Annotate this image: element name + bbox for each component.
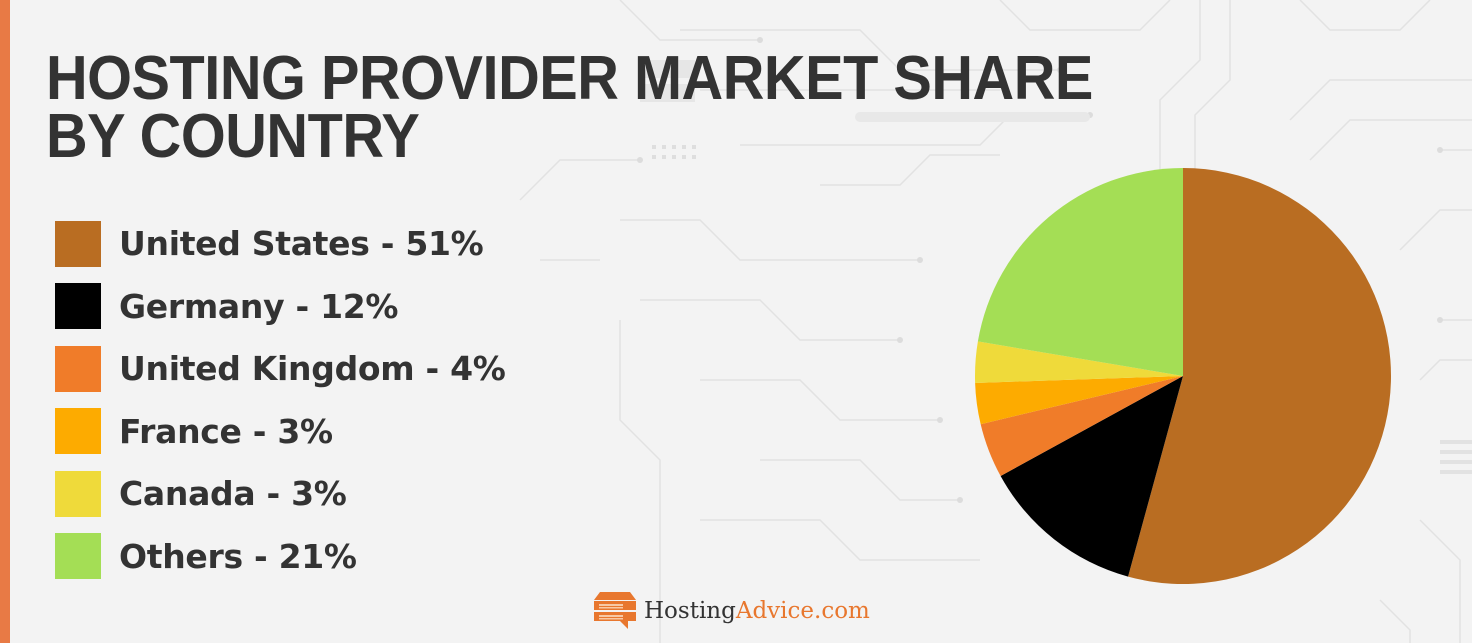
pie-chart [975, 168, 1391, 584]
legend-label: France - 3% [119, 411, 333, 451]
legend-item-germany: Germany - 12% [55, 283, 506, 330]
legend-swatch [55, 220, 101, 267]
hostingadvice-logo: HostingAdvice.com [594, 592, 870, 630]
pie-slice-canada [975, 341, 1183, 383]
legend-label: United States - 51% [119, 224, 484, 263]
server-speech-bubble-icon [594, 592, 636, 629]
pie-slice-others [977, 168, 1183, 376]
pie-slice-united-states [1128, 168, 1391, 584]
pie-slice-germany [1000, 376, 1183, 577]
pie-slice-united-kingdom [980, 376, 1183, 476]
chart-title-line-1: HOSTING PROVIDER MARKET SHARE [46, 44, 1093, 113]
chart-legend: United States - 51% Germany - 12% United… [55, 220, 506, 595]
legend-item-united-kingdom: United Kingdom - 4% [55, 345, 506, 392]
pie-slice-france [975, 376, 1183, 425]
legend-swatch [55, 408, 101, 454]
chart-title: HOSTING PROVIDER MARKET SHARE BY COUNTRY [46, 48, 1093, 168]
chart-title-line-2: BY COUNTRY [46, 102, 420, 171]
legend-swatch [55, 470, 101, 517]
logo-text: HostingAdvice.com [644, 598, 870, 624]
legend-label: Germany - 12% [119, 286, 399, 326]
legend-label: Canada - 3% [119, 474, 347, 513]
legend-label: United Kingdom - 4% [119, 349, 506, 388]
legend-swatch [55, 345, 101, 392]
legend-swatch [55, 283, 101, 329]
legend-item-united-states: United States - 51% [55, 220, 506, 267]
legend-swatch [55, 533, 101, 579]
accent-strip [0, 0, 10, 643]
legend-item-france: France - 3% [55, 408, 506, 455]
legend-item-canada: Canada - 3% [55, 470, 506, 517]
legend-item-others: Others - 21% [55, 533, 506, 580]
legend-label: Others - 21% [119, 536, 357, 576]
